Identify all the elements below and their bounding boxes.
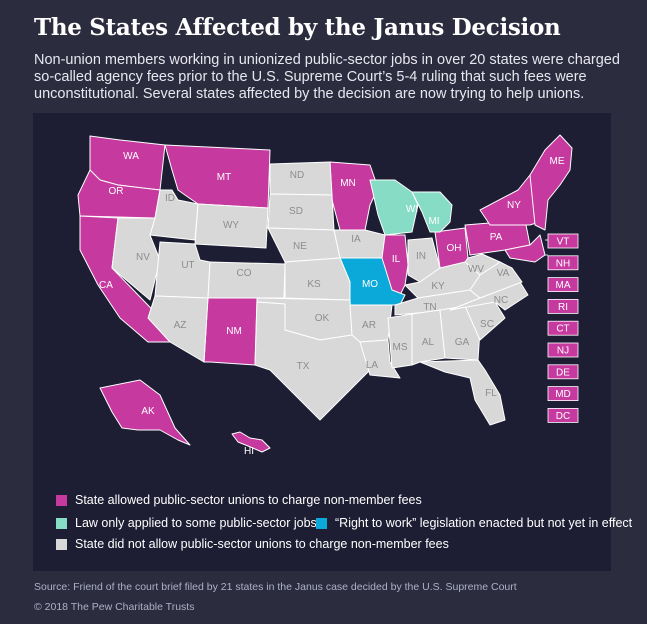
state-ia bbox=[333, 229, 386, 259]
small-state-callouts: VT NH MA RI CT NJ DE MD DC bbox=[547, 233, 579, 423]
state-fl bbox=[419, 359, 506, 426]
callout-box-vt bbox=[547, 233, 579, 249]
legend-item-partial: Law only applied to some public-sector j… bbox=[56, 516, 317, 530]
label-ne: NE bbox=[293, 241, 307, 252]
state-wy bbox=[194, 203, 269, 249]
callout-box-md bbox=[547, 386, 579, 402]
label-ak: AK bbox=[141, 406, 155, 417]
state-la bbox=[359, 339, 401, 379]
label-pa: PA bbox=[490, 232, 503, 243]
legend-swatch-right-to-work bbox=[316, 517, 327, 529]
label-ks: KS bbox=[307, 279, 321, 290]
callout-box-ma bbox=[547, 277, 579, 293]
source-note: Source: Friend of the court brief filed … bbox=[34, 581, 517, 593]
label-mt: MT bbox=[217, 172, 231, 183]
label-nc: NC bbox=[494, 295, 508, 306]
label-nm: NM bbox=[226, 326, 242, 337]
label-nv: NV bbox=[136, 252, 150, 263]
label-ny: NY bbox=[507, 200, 521, 211]
label-in: IN bbox=[416, 251, 426, 262]
label-wy: WY bbox=[223, 220, 239, 231]
callout-box-ri bbox=[547, 298, 579, 314]
label-ia: IA bbox=[351, 234, 361, 245]
label-hi: HI bbox=[244, 446, 254, 457]
label-nd: ND bbox=[290, 170, 304, 181]
callout-label-ct: CT bbox=[556, 324, 569, 335]
copyright-note: © 2018 The Pew Charitable Trusts bbox=[34, 601, 195, 613]
state-ne-region bbox=[529, 134, 573, 231]
label-or: OR bbox=[109, 186, 124, 197]
label-fl: FL bbox=[485, 388, 497, 399]
label-tn: TN bbox=[423, 302, 436, 313]
label-ms: MS bbox=[393, 342, 408, 353]
label-mo: MO bbox=[362, 279, 378, 290]
state-mi bbox=[411, 191, 453, 233]
label-az: AZ bbox=[174, 320, 187, 331]
label-oh: OH bbox=[447, 243, 462, 254]
state-az bbox=[147, 295, 209, 363]
callout-box-dc bbox=[547, 407, 579, 423]
state-mn bbox=[329, 161, 379, 231]
page-title: The States Affected by the Janus Decisio… bbox=[34, 14, 561, 41]
label-ca: CA bbox=[99, 280, 113, 291]
label-tx: TX bbox=[297, 361, 310, 372]
callout-label-md: MD bbox=[555, 389, 571, 400]
label-la: LA bbox=[366, 360, 379, 371]
label-sd: SD bbox=[289, 206, 303, 217]
state-co bbox=[207, 261, 286, 299]
label-sc: SC bbox=[480, 319, 494, 330]
label-id: ID bbox=[165, 193, 175, 204]
state-ks bbox=[284, 257, 351, 301]
legend-item-not-allowed: State did not allow public-sector unions… bbox=[56, 537, 449, 551]
label-ok: OK bbox=[315, 313, 330, 324]
callout-box-de bbox=[547, 364, 579, 380]
label-al: AL bbox=[422, 337, 435, 348]
legend-label-not-allowed: State did not allow public-sector unions… bbox=[75, 537, 449, 551]
legend-item-allowed: State allowed public-sector unions to ch… bbox=[56, 493, 422, 507]
callout-box-ct bbox=[547, 320, 579, 336]
callout-leaders bbox=[545, 239, 548, 256]
callout-label-nj: NJ bbox=[557, 346, 569, 357]
callout-label-nh: NH bbox=[556, 258, 570, 269]
legend-item-right-to-work: “Right to work” legislation enacted but … bbox=[316, 516, 632, 530]
callout-label-dc: DC bbox=[556, 411, 570, 422]
legend-label-right-to-work: “Right to work” legislation enacted but … bbox=[335, 516, 633, 530]
state-mt bbox=[164, 144, 271, 209]
page-subtitle: Non-union members working in unionized p… bbox=[34, 52, 620, 102]
label-me: ME bbox=[550, 156, 565, 167]
label-wa: WA bbox=[123, 151, 139, 162]
legend-swatch-partial bbox=[56, 517, 67, 529]
state-hi bbox=[231, 431, 271, 453]
state-ms bbox=[387, 313, 413, 369]
label-wv: WV bbox=[468, 264, 484, 275]
callout-label-ma: MA bbox=[556, 280, 571, 291]
callout-label-de: DE bbox=[556, 367, 570, 378]
label-mn: MN bbox=[340, 178, 356, 189]
label-ky: KY bbox=[431, 281, 445, 292]
legend-swatch-not-allowed bbox=[56, 538, 67, 550]
label-ga: GA bbox=[455, 337, 470, 348]
legend-label-allowed: State allowed public-sector unions to ch… bbox=[75, 493, 422, 507]
label-ar: AR bbox=[362, 320, 376, 331]
label-ut: UT bbox=[181, 260, 194, 271]
state-al bbox=[411, 309, 446, 366]
legend-label-partial: Law only applied to some public-sector j… bbox=[75, 516, 317, 530]
callout-label-ri: RI bbox=[558, 302, 568, 313]
label-va: VA bbox=[497, 268, 510, 279]
label-co: CO bbox=[237, 268, 252, 279]
label-mi: MI bbox=[428, 216, 439, 227]
label-wi: WI bbox=[406, 204, 418, 215]
state-wv bbox=[464, 253, 501, 276]
label-il: IL bbox=[392, 254, 401, 265]
callout-box-nj bbox=[547, 342, 579, 358]
callout-box-nh bbox=[547, 255, 579, 271]
state-ak bbox=[99, 379, 191, 446]
state-wi bbox=[369, 179, 419, 236]
legend-swatch-allowed bbox=[56, 494, 67, 506]
callout-label-vt: VT bbox=[557, 237, 570, 248]
